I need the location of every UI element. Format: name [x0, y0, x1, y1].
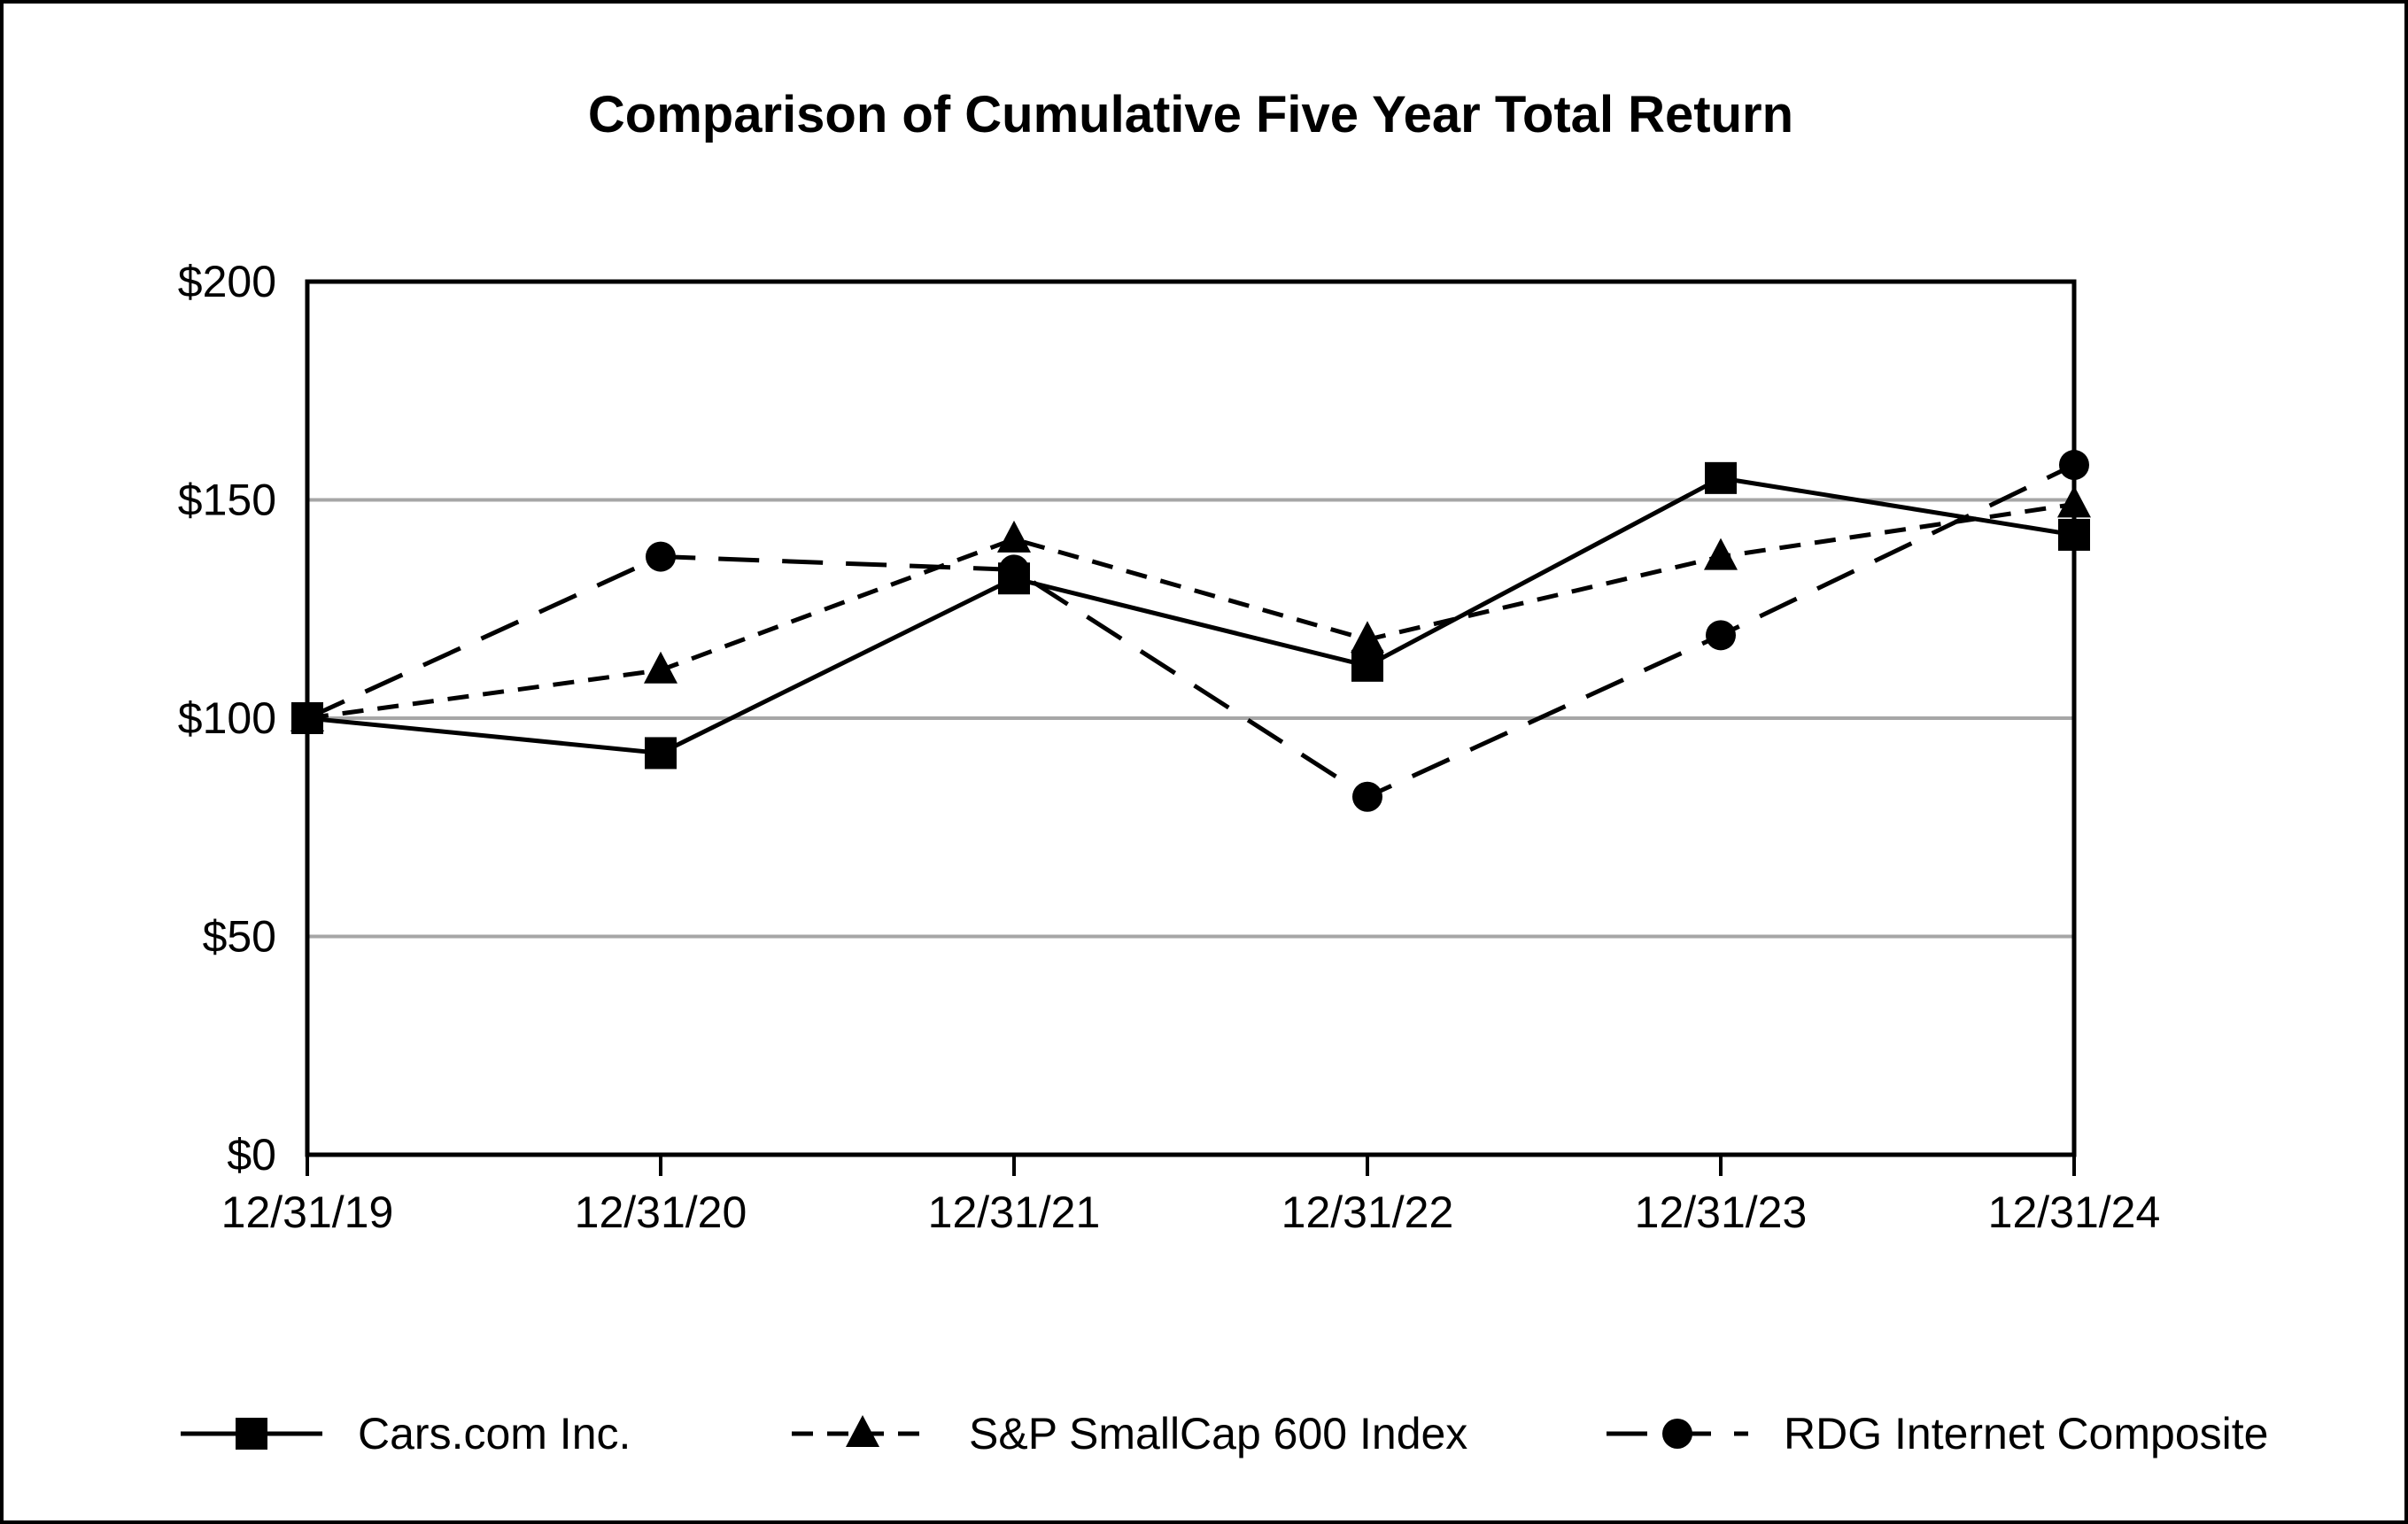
- data-point-triangle: [644, 651, 677, 684]
- x-axis-label: 12/31/22: [1281, 1187, 1454, 1237]
- series-line-square: [306, 476, 2075, 755]
- legend-label: S&P SmallCap 600 Index: [969, 1409, 1467, 1458]
- data-point-circle: [646, 541, 676, 572]
- y-axis-label: $100: [178, 693, 276, 743]
- legend-marker-triangle: [846, 1415, 879, 1447]
- line-chart: $0 $50 $100 $150 $200 12/31/19 12/31/20 12/31/2…: [178, 257, 2269, 1458]
- data-point-triangle: [2057, 485, 2091, 518]
- legend-marker-square: [236, 1418, 267, 1450]
- x-axis-label: 12/31/20: [575, 1187, 747, 1237]
- data-point-triangle: [1351, 621, 1384, 654]
- series-line-circle: [306, 462, 2076, 800]
- data-point-triangle: [997, 520, 1031, 553]
- x-axis-label: 12/31/23: [1635, 1187, 1808, 1237]
- data-point-square: [645, 737, 677, 770]
- legend-label: RDG Internet Composite: [1784, 1409, 2268, 1458]
- chart-title: Comparison of Cumulative Five Year Total…: [587, 86, 1794, 143]
- data-point-square: [291, 702, 323, 734]
- legend-marker-circle: [1662, 1419, 1692, 1449]
- data-point-circle: [1706, 620, 1736, 651]
- y-axis-label: $150: [178, 476, 276, 525]
- x-axis-label: 12/31/19: [221, 1187, 394, 1237]
- y-axis-label: $200: [178, 257, 276, 306]
- data-point-square: [1705, 461, 1737, 494]
- y-axis-label: $0: [227, 1130, 276, 1180]
- x-axis-label: 12/31/24: [1988, 1187, 2161, 1237]
- data-point-square: [998, 562, 1030, 595]
- data-point-square: [1351, 649, 1383, 682]
- data-point-circle: [2059, 450, 2089, 481]
- legend-label: Cars.com Inc.: [358, 1409, 631, 1458]
- series-line-triangle: [306, 501, 2075, 721]
- x-axis-label: 12/31/21: [928, 1187, 1101, 1237]
- data-point-circle: [1352, 781, 1382, 812]
- data-point-triangle: [1704, 538, 1738, 570]
- y-axis-label: $50: [203, 912, 276, 962]
- data-point-square: [2058, 518, 2090, 551]
